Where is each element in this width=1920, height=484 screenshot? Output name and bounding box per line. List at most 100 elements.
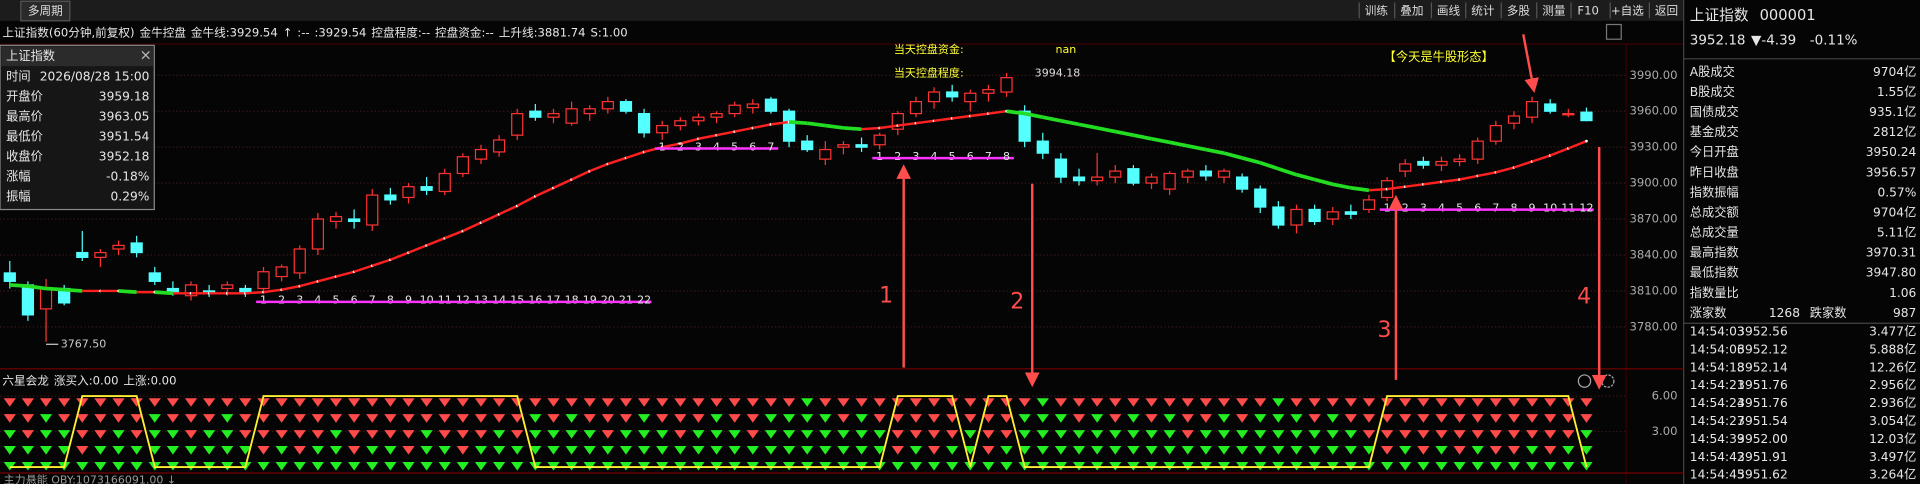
signal-dot xyxy=(946,446,959,455)
signal-dot xyxy=(402,414,415,423)
trend-segment xyxy=(861,126,880,131)
signal-dot xyxy=(1399,430,1412,439)
signal-dot xyxy=(547,398,560,407)
signal-dot xyxy=(583,430,596,439)
count-label: 4 xyxy=(1438,201,1445,214)
signal-dot xyxy=(402,430,415,439)
signal-dot xyxy=(1145,446,1158,455)
signal-dot xyxy=(1181,414,1194,423)
signal-dot xyxy=(1453,414,1466,423)
candle-body xyxy=(3,272,16,282)
toolbar-button[interactable]: 返回 xyxy=(1655,4,1678,18)
signal-dot xyxy=(1109,414,1122,423)
toolbar-button[interactable]: 画线 xyxy=(1437,4,1461,18)
arrow-label: 1 xyxy=(879,284,893,309)
trend-segment xyxy=(698,133,717,140)
signal-dot xyxy=(909,446,923,455)
tick-volume: 3.054亿 xyxy=(1869,413,1916,428)
signal-dot xyxy=(710,446,723,455)
signal-dot xyxy=(1036,430,1049,439)
tick-time: 14:54:24 xyxy=(1690,396,1745,410)
tick-time: 14:54:45 xyxy=(1690,468,1745,482)
trend-segment xyxy=(1567,140,1587,150)
candle-body xyxy=(819,148,832,160)
tick-volume: 12.26亿 xyxy=(1869,359,1916,374)
signal-dot xyxy=(76,446,89,455)
candle-body xyxy=(1072,176,1086,182)
signal-dot xyxy=(982,414,995,423)
signal-dot xyxy=(1127,414,1140,423)
signal-dot xyxy=(927,414,941,423)
toolbar-button[interactable]: +自选 xyxy=(1611,4,1644,18)
signal-dot xyxy=(1344,414,1357,423)
signal-dot xyxy=(184,414,198,423)
trend-segment xyxy=(752,123,772,130)
toolbar-button[interactable]: F10 xyxy=(1577,4,1598,18)
popup-close[interactable] xyxy=(141,51,150,60)
count-label: 4 xyxy=(713,140,720,153)
signal-dot xyxy=(293,461,306,471)
count-label: 3 xyxy=(296,294,303,307)
signal-dot xyxy=(801,398,814,407)
close-icon[interactable] xyxy=(1577,374,1592,388)
signal-dot xyxy=(1471,446,1484,455)
quote-value: 5.11亿 xyxy=(1877,225,1916,240)
signal-dot xyxy=(39,446,53,455)
signal-dot xyxy=(1181,430,1194,439)
signal-dot xyxy=(492,446,506,455)
candle-body xyxy=(1236,176,1249,190)
signal-dot xyxy=(692,430,705,439)
signal-dot xyxy=(601,398,614,407)
signal-dot xyxy=(746,414,759,423)
trend-segment xyxy=(281,284,300,291)
trend-segment xyxy=(9,283,29,288)
trend-segment xyxy=(607,156,627,166)
toolbar-button[interactable]: 多股 xyxy=(1507,4,1531,18)
toolbar-button[interactable]: 训练 xyxy=(1365,4,1389,18)
signal-dot xyxy=(764,430,778,439)
low-label: 3767.50 xyxy=(61,337,107,350)
popup-label: 涨幅 xyxy=(6,169,30,184)
signal-dot xyxy=(1489,461,1502,471)
candle-body xyxy=(511,112,524,136)
tick-time: 14:54:21 xyxy=(1690,378,1745,392)
signal-dot xyxy=(1362,398,1376,407)
quote-label: 最低指数 xyxy=(1690,265,1739,280)
candle-body xyxy=(1489,124,1502,142)
candle-body xyxy=(257,271,270,290)
signal-dot xyxy=(1417,414,1430,423)
count-label: 16 xyxy=(528,294,542,307)
signal-dot xyxy=(656,398,669,407)
trend-segment xyxy=(915,119,935,125)
signal-dot xyxy=(1562,461,1575,471)
signal-dot xyxy=(1453,430,1466,439)
tab-label[interactable]: 多周期 xyxy=(28,4,63,18)
quote-label: 总成交额 xyxy=(1690,204,1739,219)
signal-dot xyxy=(1018,446,1031,455)
candle-body xyxy=(275,266,288,278)
trend-segment xyxy=(1441,178,1460,184)
candle-body xyxy=(1471,140,1484,160)
signal-dot xyxy=(1580,414,1593,423)
y-tick-label: 6.00 xyxy=(1652,389,1678,403)
count-label: 11 xyxy=(438,294,452,307)
candle-body xyxy=(891,112,904,130)
signal-dot xyxy=(239,446,252,455)
toolbar-button[interactable]: 叠加 xyxy=(1400,4,1423,18)
signal-dot xyxy=(674,398,687,407)
panel-icon[interactable] xyxy=(1605,23,1622,40)
toolbar-button[interactable]: 统计 xyxy=(1471,4,1495,18)
tab[interactable] xyxy=(20,0,71,22)
tick-time: 14:54:39 xyxy=(1690,432,1745,446)
toolbar-button[interactable]: 测量 xyxy=(1542,4,1566,18)
signal-dot xyxy=(58,446,71,455)
signal-dot xyxy=(329,430,343,439)
signal-dot xyxy=(982,446,995,455)
indicator-title: 六星会龙 xyxy=(2,374,49,388)
signal-dot xyxy=(1489,446,1502,455)
trend-segment xyxy=(1386,185,1406,191)
candle-body xyxy=(1399,163,1412,172)
signal-dot xyxy=(203,414,216,423)
signal-dot xyxy=(1145,414,1158,423)
signal-dot xyxy=(674,430,687,439)
